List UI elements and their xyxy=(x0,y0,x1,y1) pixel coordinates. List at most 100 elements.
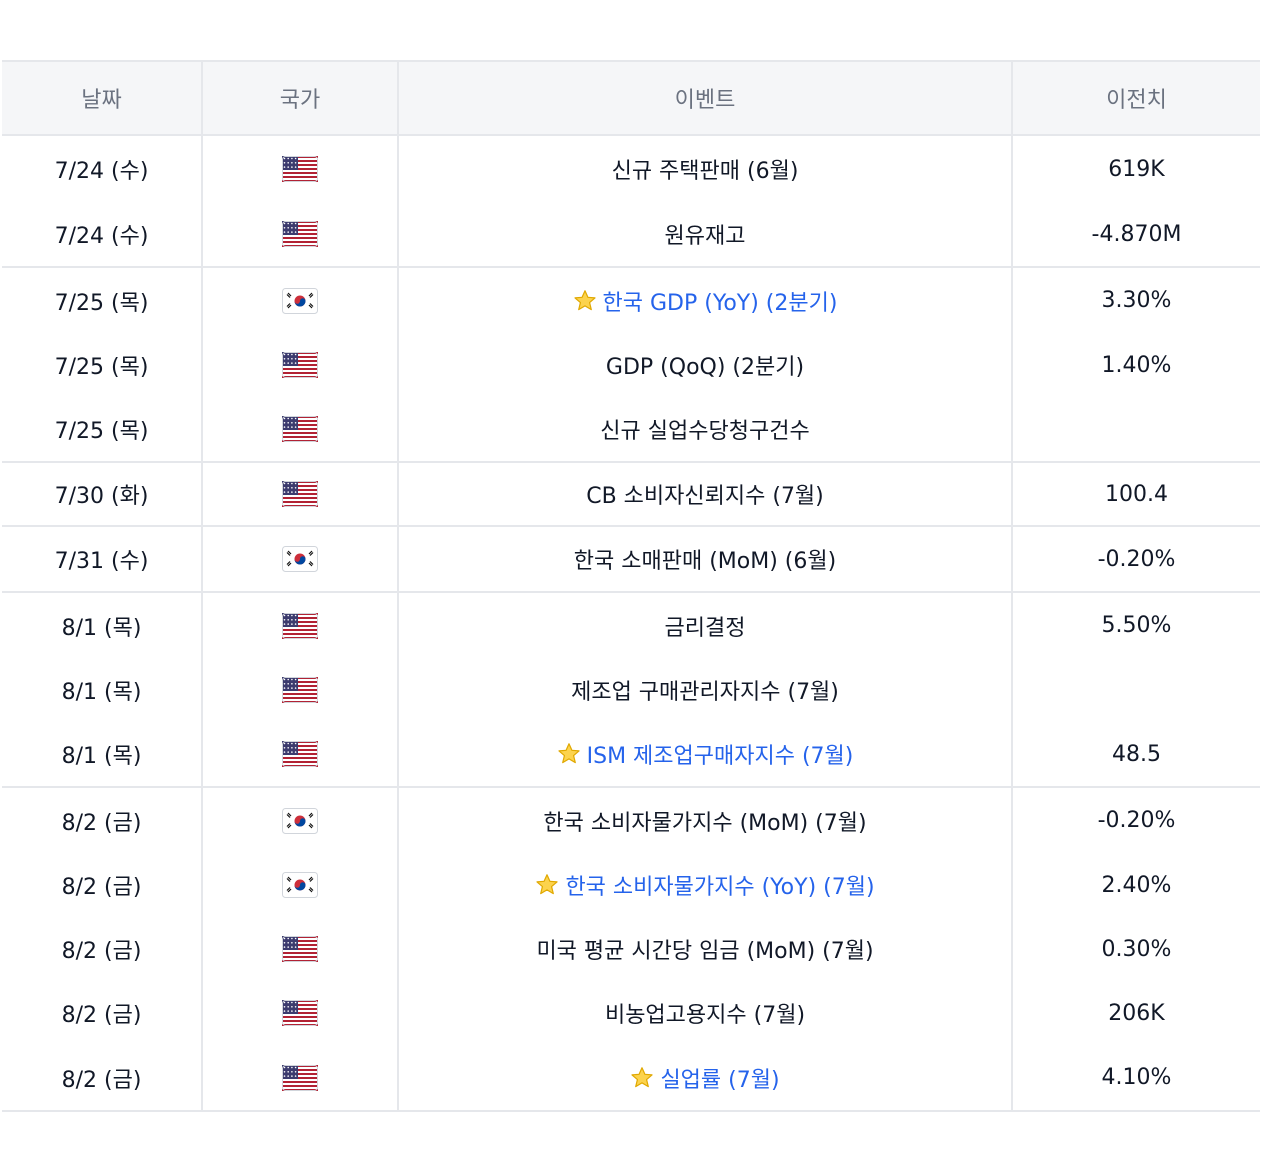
event-label: 한국 소비자물가지수 (MoM) (7월) xyxy=(543,810,867,836)
event-cell[interactable]: ISM 제조업구매자지수 (7월) xyxy=(398,722,1013,788)
date-cell: 8/2 (금) xyxy=(2,981,203,1045)
event-cell: GDP (QoQ) (2분기) xyxy=(398,333,1013,397)
table-row[interactable]: 8/2 (금) 실업률 (7월) 4.10% xyxy=(2,1045,1260,1112)
event-cell: 금리결정 xyxy=(398,592,1013,658)
previous-cell: -0.20% xyxy=(1097,808,1176,833)
event-label: GDP (QoQ) (2분기) xyxy=(605,355,805,380)
table-row[interactable]: 7/31 (수) 한국 소매판매 (MoM) (6월) -0.20% xyxy=(2,526,1260,593)
economic-calendar: 날짜 국가 이벤트 이전치 7/24 (수) 신규 주택판매 (6월) 619K 7/… xyxy=(2,60,1260,1112)
event-cell: CB 소비자신뢰지수 (7월) xyxy=(398,462,1013,527)
table-row[interactable]: 7/25 (목) GDP (QoQ) (2분기) 1.40% xyxy=(2,333,1260,397)
event-cell: 원유재고 xyxy=(398,202,1013,268)
country-cell xyxy=(202,853,399,917)
date-cell: 8/1 (목) xyxy=(2,722,203,788)
table-row[interactable]: 8/2 (금) 한국 소비자물가지수 (YoY) (7월) 2.40% xyxy=(2,853,1260,917)
event-cell: 신규 실업수당청구건수 xyxy=(398,397,1013,463)
country-cell xyxy=(202,917,399,981)
table-row[interactable]: 7/24 (수) 신규 주택판매 (6월) 619K xyxy=(2,135,1260,202)
header-date: 날짜 xyxy=(2,60,203,136)
event-cell[interactable]: 실업률 (7월) xyxy=(398,1045,1013,1112)
event-link[interactable]: ISM 제조업구매자지수 (7월) xyxy=(586,744,854,769)
event-label: 신규 실업수당청구건수 xyxy=(600,419,810,444)
previous-cell: 206K xyxy=(1108,1000,1165,1026)
header-country: 국가 xyxy=(202,60,399,136)
header-event: 이벤트 xyxy=(398,60,1013,136)
date-cell: 8/1 (목) xyxy=(2,658,203,722)
country-cell xyxy=(202,397,399,463)
event-link[interactable]: 한국 소비자물가지수 (YoY) (7월) xyxy=(565,875,875,900)
event-cell: 한국 소비자물가지수 (MoM) (7월) xyxy=(398,787,1013,853)
event-label: 제조업 구매관리자지수 (7월) xyxy=(571,680,839,705)
event-link[interactable]: 한국 GDP (YoY) (2분기) xyxy=(602,290,838,316)
table-row[interactable]: 7/30 (화) CB 소비자신뢰지수 (7월) 100.4 xyxy=(2,462,1260,527)
date-cell: 8/1 (목) xyxy=(2,592,203,658)
us-flag-icon xyxy=(282,416,318,442)
star-icon xyxy=(535,874,565,900)
previous-cell: 5.50% xyxy=(1101,613,1172,638)
table-row[interactable]: 8/1 (목) 제조업 구매관리자지수 (7월) xyxy=(2,658,1260,722)
event-label: 원유재고 xyxy=(664,224,746,249)
previous-cell: -4.870M xyxy=(1012,202,1260,268)
event-link[interactable]: 실업률 (7월) xyxy=(660,1067,780,1093)
country-cell xyxy=(202,267,399,333)
previous-cell: 2.40% xyxy=(1101,872,1172,898)
us-flag-icon xyxy=(282,156,318,182)
star-icon xyxy=(573,289,603,316)
country-cell xyxy=(202,202,399,268)
country-cell xyxy=(202,658,399,722)
country-cell xyxy=(202,1045,399,1112)
kr-flag-icon xyxy=(282,807,318,834)
us-flag-icon xyxy=(282,677,318,703)
event-cell[interactable]: 한국 GDP (YoY) (2분기) xyxy=(398,267,1013,333)
event-cell: 미국 평균 시간당 임금 (MoM) (7월) xyxy=(398,917,1013,981)
table-row[interactable]: 8/2 (금) 한국 소비자물가지수 (MoM) (7월) -0.20% xyxy=(2,787,1260,853)
previous-cell: 48.5 xyxy=(1012,722,1260,788)
date-cell: 8/2 (금) xyxy=(2,853,203,917)
previous-cell: 619K xyxy=(1108,156,1165,182)
table-row[interactable]: 7/25 (목) 신규 실업수당청구건수 xyxy=(2,397,1260,463)
country-cell xyxy=(202,722,399,788)
previous-cell: -0.20% xyxy=(1012,526,1260,593)
us-flag-icon xyxy=(282,481,318,507)
event-label: 신규 주택판매 (6월) xyxy=(611,159,799,184)
table-row[interactable]: 7/24 (수) 원유재고 -4.870M xyxy=(2,202,1260,268)
previous-cell xyxy=(1012,658,1260,722)
country-cell xyxy=(202,787,399,853)
event-cell[interactable]: 한국 소비자물가지수 (YoY) (7월) xyxy=(398,853,1013,917)
table-row[interactable]: 8/2 (금) 비농업고용지수 (7월) 206K xyxy=(2,981,1260,1045)
country-cell xyxy=(202,592,399,658)
event-label: CB 소비자신뢰지수 (7월) xyxy=(586,484,824,509)
header-previous: 이전치 xyxy=(1012,60,1260,136)
date-cell: 7/30 (화) xyxy=(2,462,203,527)
table-row[interactable]: 8/1 (목) ISM 제조업구매자지수 (7월) 48.5 xyxy=(2,722,1260,788)
table-row[interactable]: 8/1 (목) 금리결정 5.50% xyxy=(2,592,1260,658)
date-cell: 7/24 (수) xyxy=(2,135,203,202)
table-row[interactable]: 7/25 (목) 한국 GDP (YoY) (2분기) 3.30% xyxy=(2,267,1260,333)
date-cell: 8/2 (금) xyxy=(2,1045,203,1112)
event-cell: 신규 주택판매 (6월) xyxy=(398,135,1013,202)
date-cell: 8/2 (금) xyxy=(2,917,203,981)
country-cell xyxy=(202,333,399,397)
us-flag-icon xyxy=(282,1064,318,1091)
country-cell xyxy=(202,526,399,593)
table-row[interactable]: 8/2 (금) 미국 평균 시간당 임금 (MoM) (7월) 0.30% xyxy=(2,917,1260,981)
date-cell: 7/25 (목) xyxy=(2,397,203,463)
event-label: 비농업고용지수 (7월) xyxy=(604,1003,806,1028)
date-cell: 8/2 (금) xyxy=(2,787,203,853)
previous-cell: 4.10% xyxy=(1012,1045,1260,1112)
previous-cell: 1.40% xyxy=(1101,352,1172,378)
us-flag-icon xyxy=(282,936,318,962)
event-cell: 제조업 구매관리자지수 (7월) xyxy=(398,658,1013,722)
kr-flag-icon xyxy=(282,546,318,572)
previous-cell: 0.30% xyxy=(1101,936,1172,962)
us-flag-icon xyxy=(282,741,318,767)
event-label: 미국 평균 시간당 임금 (MoM) (7월) xyxy=(536,939,874,964)
previous-cell xyxy=(1012,397,1260,463)
country-cell xyxy=(202,462,399,527)
event-cell: 한국 소매판매 (MoM) (6월) xyxy=(398,526,1013,593)
us-flag-icon xyxy=(282,612,318,639)
date-cell: 7/31 (수) xyxy=(2,526,203,593)
event-label: 한국 소매판매 (MoM) (6월) xyxy=(573,549,837,574)
previous-cell: 100.4 xyxy=(1012,462,1260,527)
kr-flag-icon xyxy=(282,287,318,314)
